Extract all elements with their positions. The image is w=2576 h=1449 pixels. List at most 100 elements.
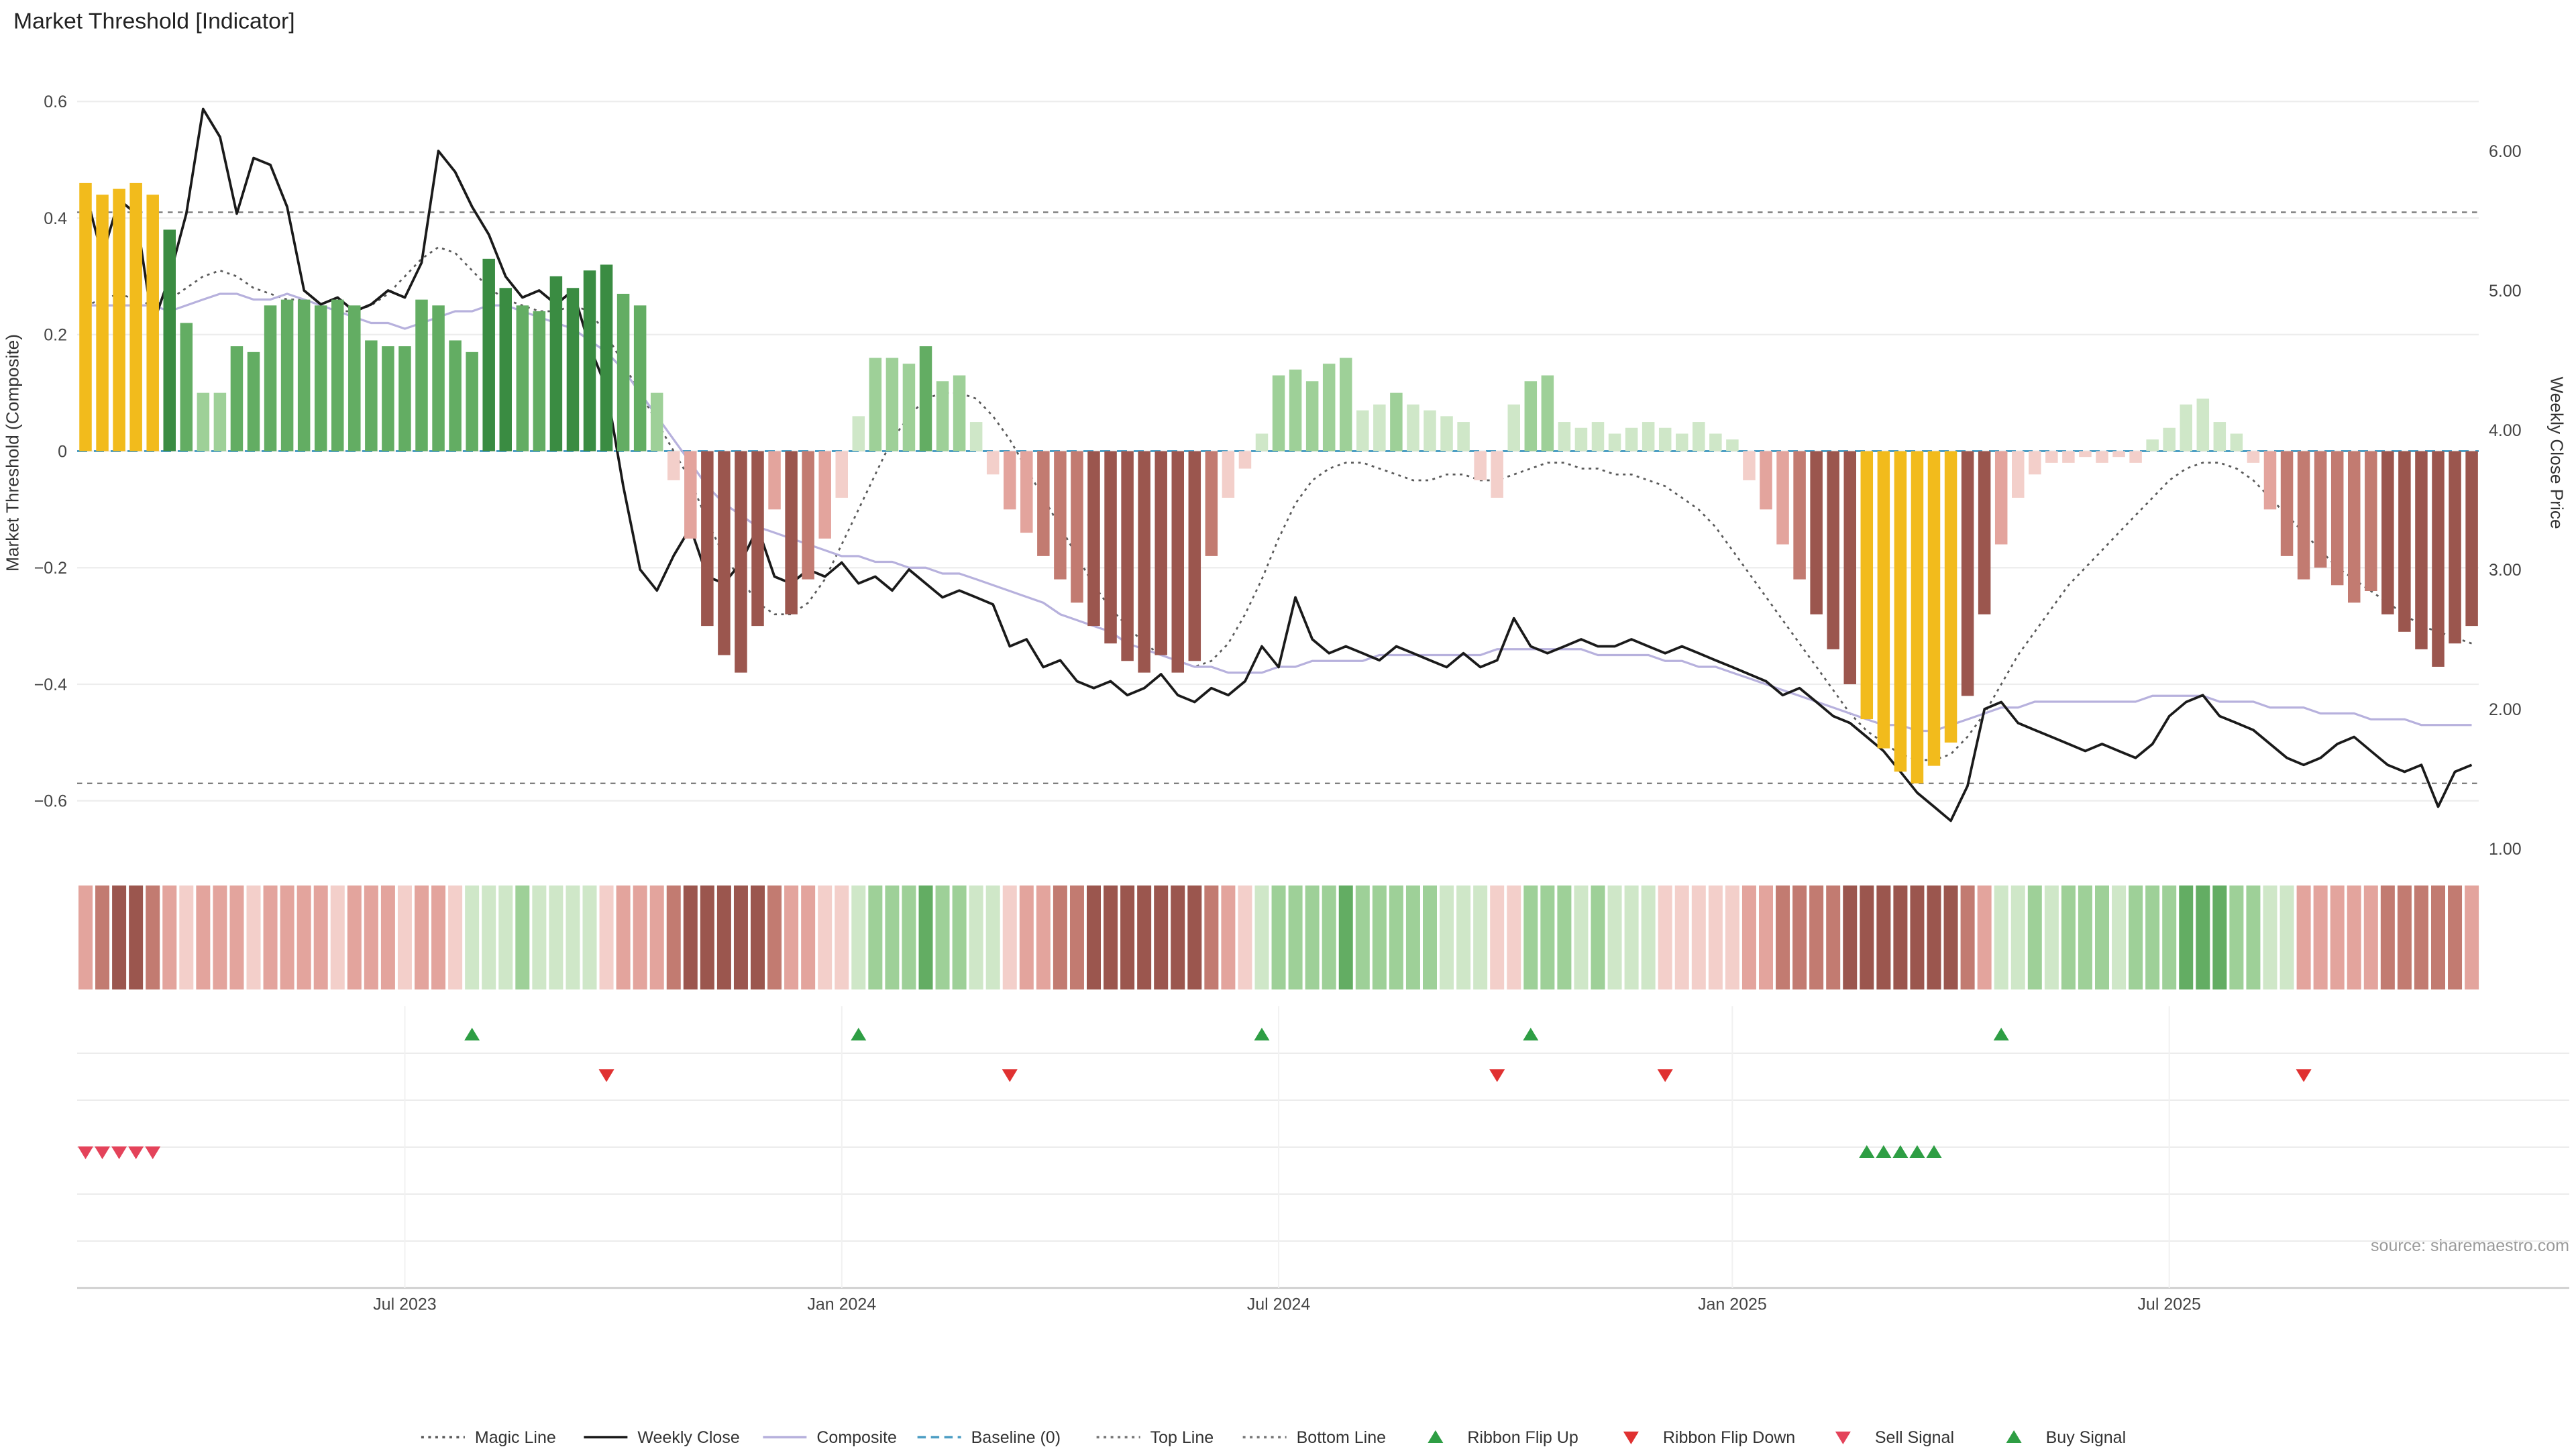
ribbon-stripe <box>364 885 378 989</box>
threshold-bar <box>1558 422 1571 451</box>
ribbon-stripe <box>380 885 395 989</box>
ribbon-stripe <box>1927 885 1941 989</box>
ribbon-stripe <box>582 885 597 989</box>
threshold-bar <box>1121 451 1134 661</box>
legend: Magic Line Weekly Close Composite Baseline … <box>421 1428 2126 1447</box>
ribbon-stripe <box>985 885 1000 989</box>
axis-ticks: 0.6 0.4 0.2 0 −0.2 −0.4 −0.6 6.00 5.00 4.00 3.00 2.… <box>34 93 2522 1314</box>
threshold-bar <box>852 416 865 451</box>
threshold-bar <box>2062 451 2075 463</box>
ribbon-stripe <box>1826 885 1841 989</box>
ribbon-stripe <box>1069 885 1084 989</box>
ribbon-stripe <box>431 885 446 989</box>
ribbon-stripe <box>1389 885 1403 989</box>
threshold-bar <box>1457 422 1470 451</box>
ribbon-stripe <box>1943 885 1958 989</box>
threshold-bar <box>684 451 697 539</box>
ribbon-flip-up-marker <box>1254 1028 1270 1040</box>
threshold-bar <box>802 451 814 580</box>
threshold-bar <box>2045 451 2058 463</box>
threshold-bar <box>1104 451 1117 644</box>
right-axis-tick: 3.00 <box>2489 561 2522 580</box>
left-axis-tick: 0.6 <box>44 93 67 111</box>
ribbon-stripe <box>2145 885 2160 989</box>
right-axis-title: Weekly Close Price <box>2547 376 2567 529</box>
ribbon-stripe <box>1104 885 1118 989</box>
threshold-bar <box>2398 451 2411 632</box>
x-axis-tick: Jul 2023 <box>373 1295 437 1314</box>
ribbon-stripe <box>885 885 900 989</box>
ribbon-stripe <box>835 885 849 989</box>
ribbon-stripe <box>347 885 362 989</box>
threshold-bar <box>1894 451 1907 772</box>
sell-signal-marker <box>128 1146 144 1159</box>
ribbon-stripe <box>1053 885 1067 989</box>
ribbon-stripe <box>1792 885 1807 989</box>
ribbon-stripe <box>330 885 345 989</box>
threshold-bar <box>919 346 932 451</box>
legend-item-weekly-close-label: Weekly Close <box>637 1428 739 1447</box>
threshold-bar <box>902 364 916 451</box>
threshold-bar <box>986 451 1000 475</box>
threshold-bar <box>297 299 311 451</box>
threshold-bar <box>768 451 781 510</box>
ribbon-stripe <box>498 885 513 989</box>
threshold-bar <box>516 305 529 451</box>
threshold-bar <box>1440 416 1453 451</box>
ribbon-stripe <box>2313 885 2328 989</box>
ribbon-stripe <box>733 885 748 989</box>
ribbon-stripe <box>2179 885 2194 989</box>
threshold-bar <box>969 422 983 451</box>
ribbon-stripe <box>146 885 160 989</box>
ribbon-stripe <box>1171 885 1185 989</box>
sell-signal-marker <box>78 1146 93 1159</box>
threshold-bar <box>1693 422 1705 451</box>
ribbon-stripe <box>2330 885 2345 989</box>
ribbon-stripe <box>1658 885 1672 989</box>
threshold-bar <box>230 346 244 451</box>
ribbon-stripe <box>1641 885 1656 989</box>
threshold-bar <box>701 451 714 627</box>
ribbon-stripe <box>2010 885 2025 989</box>
left-axis-tick: −0.2 <box>34 559 67 578</box>
ribbon-stripe <box>515 885 530 989</box>
threshold-bar <box>2297 451 2310 580</box>
ribbon-stripe <box>95 885 110 989</box>
threshold-bar <box>2213 422 2226 451</box>
threshold-bar <box>2432 451 2445 667</box>
threshold-bar <box>2365 451 2377 591</box>
threshold-bar <box>2415 451 2428 649</box>
ribbon-flip-up-marker <box>464 1028 480 1040</box>
threshold-bar <box>1760 451 1772 510</box>
threshold-bar <box>2196 398 2210 451</box>
ribbon-stripe <box>1322 885 1336 989</box>
ribbon-stripe <box>1238 885 1252 989</box>
right-axis-tick: 2.00 <box>2489 700 2522 719</box>
ribbon-stripe <box>78 885 93 989</box>
threshold-bar <box>1524 381 1538 451</box>
threshold-bar <box>1491 451 1503 498</box>
legend-item-baseline-0-label: Baseline (0) <box>971 1428 1061 1447</box>
threshold-bar <box>197 392 210 451</box>
ribbon-stripe <box>1019 885 1034 989</box>
x-axis-tick: Jan 2024 <box>807 1295 876 1314</box>
threshold-bar <box>1877 451 1890 749</box>
legend-item-magic-line: Magic Line <box>421 1428 556 1447</box>
threshold-bar <box>1390 392 1403 451</box>
legend-item-bottom-line-label: Bottom Line <box>1297 1428 1386 1447</box>
buy-signal-marker <box>1892 1145 1909 1158</box>
ribbon-stripe <box>2129 885 2143 989</box>
legend-item-ribbon-flip-up: Ribbon Flip Up <box>1428 1428 1578 1447</box>
ribbon-stripe <box>263 885 278 989</box>
threshold-bar <box>163 229 176 451</box>
threshold-bar <box>1608 433 1621 451</box>
threshold-bar <box>2330 451 2344 586</box>
sell-signal-marker <box>111 1146 127 1159</box>
ribbon-stripe <box>1860 885 1874 989</box>
ribbon-stripe <box>280 885 294 989</box>
x-axis-tick: Jan 2025 <box>1698 1295 1767 1314</box>
threshold-bar <box>2314 451 2327 568</box>
ribbon-stripe <box>1624 885 1639 989</box>
ribbon-stripe <box>549 885 564 989</box>
threshold-bar <box>1625 427 1638 451</box>
